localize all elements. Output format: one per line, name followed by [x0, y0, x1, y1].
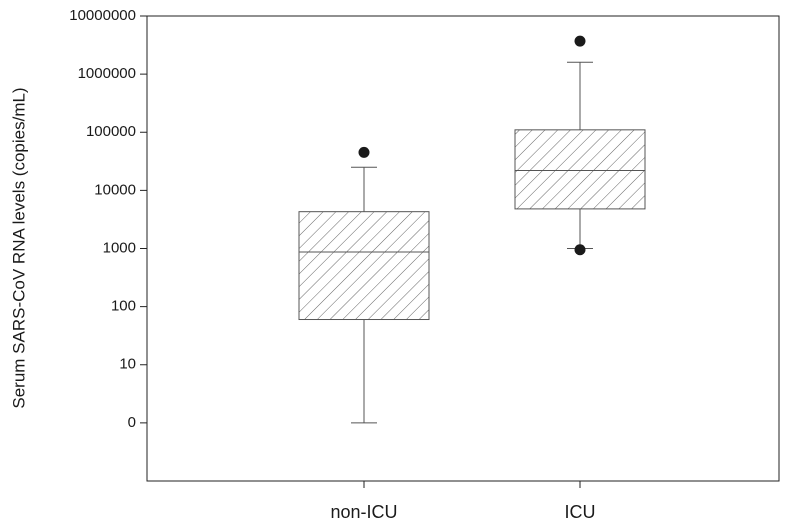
- outlier: [574, 35, 586, 47]
- x-tick-label: non-ICU: [330, 502, 397, 522]
- outlier: [574, 244, 586, 256]
- plot-frame: [146, 15, 780, 482]
- y-tick-label: 1000: [103, 239, 136, 256]
- y-tick-label: 10000000: [69, 7, 136, 24]
- outlier: [358, 146, 370, 158]
- x-tick-label: ICU: [565, 502, 596, 522]
- box: [514, 129, 646, 210]
- y-tick-label: 1000000: [78, 65, 136, 82]
- y-tick-label: 10000: [94, 181, 136, 198]
- y-tick-label: 100: [111, 298, 136, 315]
- box: [298, 211, 430, 321]
- y-axis-label: Serum SARS-CoV RNA levels (copies/mL): [9, 87, 28, 408]
- y-tick-label: 0: [128, 414, 136, 431]
- y-tick-label: 10: [119, 356, 136, 373]
- y-tick-label: 100000: [86, 123, 136, 140]
